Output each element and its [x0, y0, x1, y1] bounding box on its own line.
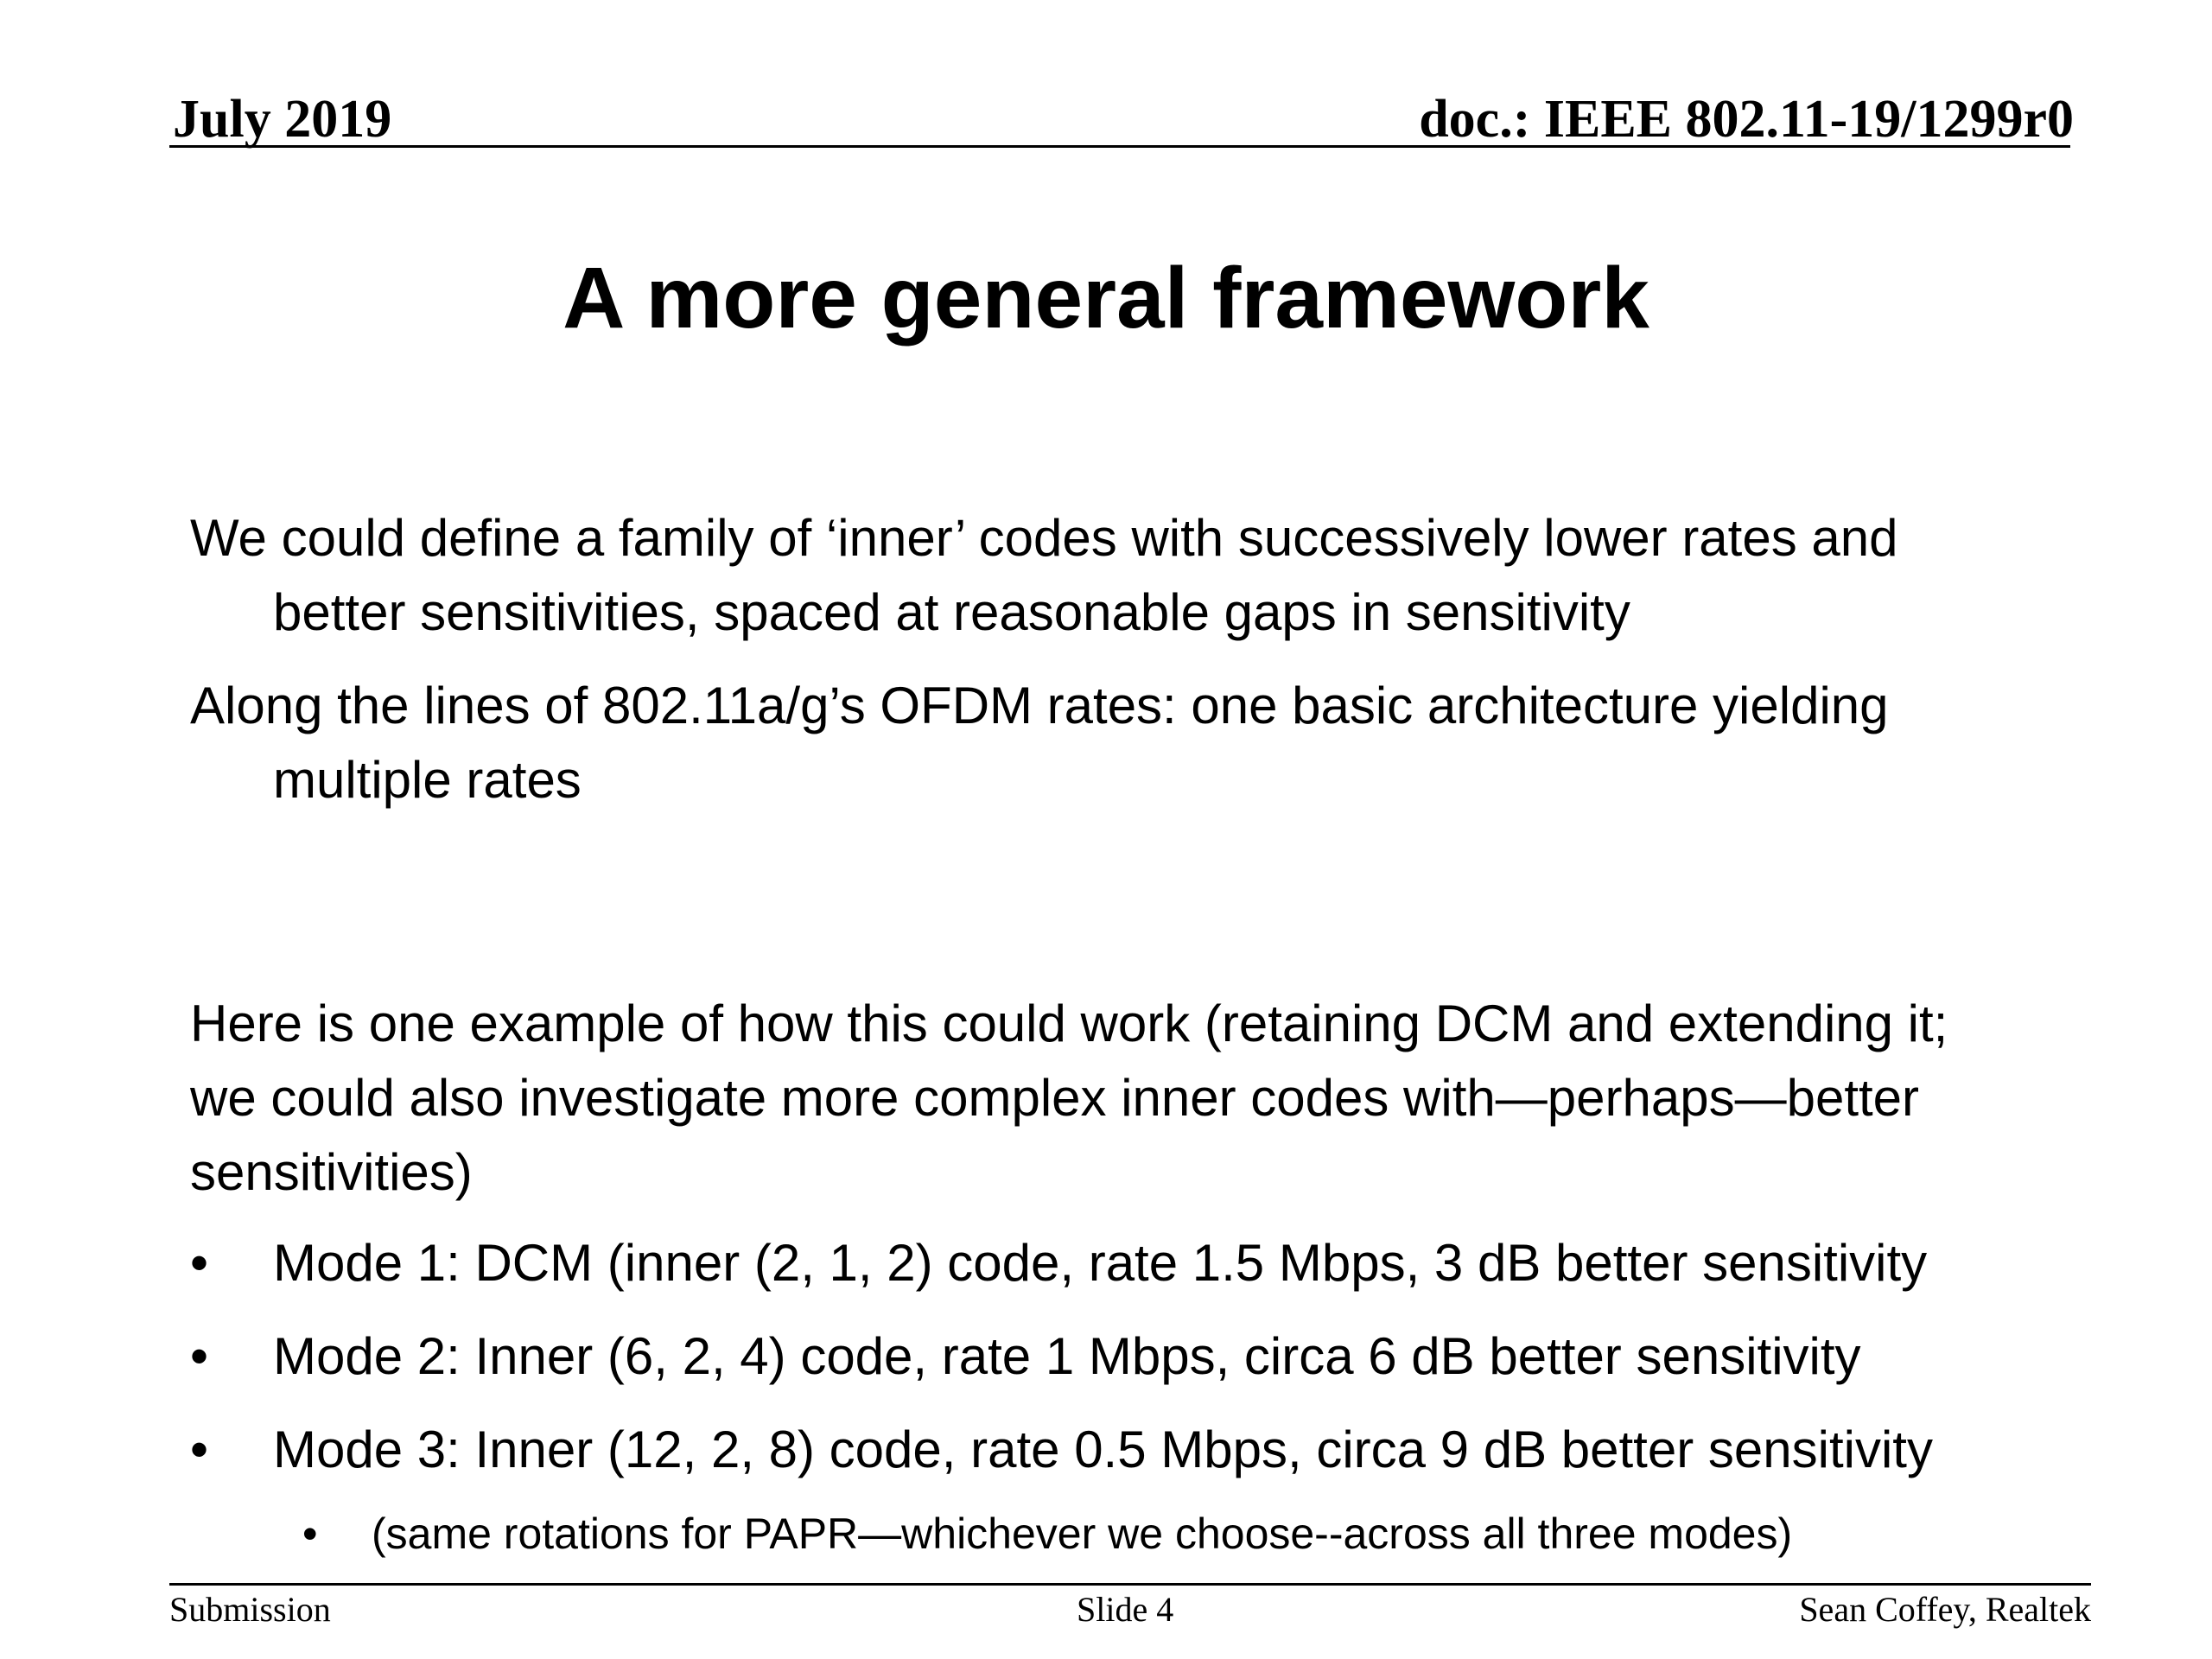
sub-bullet-text: (same rotations for PAPR—whichever we ch… [372, 1510, 1793, 1558]
paragraph-line: sensitivities) [190, 1143, 473, 1201]
bullet-text: Mode 2: Inner (6, 2, 4) code, rate 1 Mbp… [273, 1327, 1861, 1385]
paragraph-line-indented: better sensitivities, spaced at reasonab… [273, 583, 1630, 641]
paragraph-ofdm-rates: Along the lines of 802.11a/g’s OFDM rate… [190, 669, 1889, 817]
paragraph-example: Here is one example of how this could wo… [190, 987, 1948, 1210]
paragraph-line: Along the lines of 802.11a/g’s OFDM rate… [190, 677, 1889, 734]
bullet-icon: • [190, 1327, 209, 1385]
slide-header: July 2019 doc.: IEEE 802.11-19/1299r0 [169, 90, 2074, 149]
header-date: July 2019 [173, 90, 392, 149]
slide-title: A more general framework [563, 250, 1649, 346]
paragraph-inner-codes: We could define a family of ‘inner’ code… [190, 501, 1897, 650]
paragraph-line-indented: multiple rates [273, 751, 582, 809]
bullet-text: Mode 1: DCM (inner (2, 1, 2) code, rate … [273, 1234, 1928, 1292]
footer-author: Sean Coffey, Realtek [1799, 1590, 2091, 1629]
header-doc-id: doc.: IEEE 802.11-19/1299r0 [1419, 90, 2074, 149]
paragraph-line: we could also investigate more complex i… [190, 1069, 1920, 1127]
bullet-icon: • [190, 1421, 209, 1478]
header-rule [169, 145, 2070, 148]
paragraph-line: Here is one example of how this could wo… [190, 995, 1948, 1052]
footer-rule [169, 1583, 2091, 1586]
bullet-text: Mode 3: Inner (12, 2, 8) code, rate 0.5 … [273, 1421, 1933, 1478]
bullet-icon: • [190, 1234, 209, 1292]
footer-submission: Submission [169, 1590, 331, 1629]
footer-slide-number: Slide 4 [1077, 1590, 1174, 1629]
paragraph-line: We could define a family of ‘inner’ code… [190, 509, 1898, 567]
bullet-icon: • [302, 1510, 318, 1558]
